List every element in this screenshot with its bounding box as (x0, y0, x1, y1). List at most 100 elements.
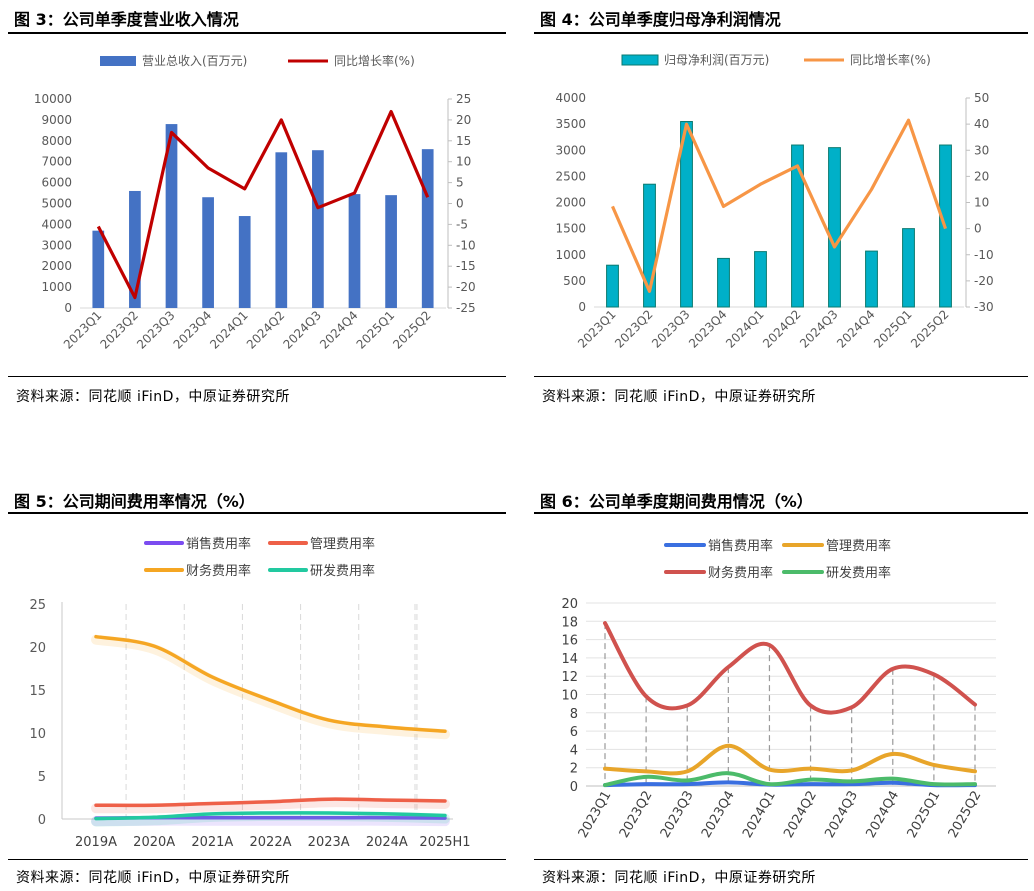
chart1-ytick-left-0: 0 (64, 301, 72, 315)
chart2-bar-2023Q4 (717, 257, 730, 308)
chart2-xtick-2024Q4: 2024Q4 (834, 307, 878, 351)
chart3-ytick-5: 25 (29, 598, 46, 613)
chart2-xtick-2023Q3: 2023Q3 (649, 307, 693, 351)
chart1-xtick-2024Q1: 2024Q1 (207, 308, 251, 352)
chart3-source: 资料来源：同花顺 iFinD，中原证券研究所 (16, 870, 290, 886)
chart4-ytick-7: 14 (561, 652, 578, 667)
chart2-ytick-left-7: 3500 (555, 117, 586, 131)
chart2-ytick-right-2: -10 (974, 248, 994, 262)
chart2-source: 资料来源：同花顺 iFinD，中原证券研究所 (542, 389, 816, 405)
chart2-bar-2024Q1 (754, 251, 767, 308)
chart1-xtick-2024Q2: 2024Q2 (244, 308, 288, 352)
chart1-ytick-left-1: 1000 (41, 280, 72, 294)
chart1-bar-2023Q2 (129, 190, 141, 308)
chart4-ytick-1: 2 (570, 762, 578, 777)
chart1-top-rule (8, 32, 506, 34)
chart1-xtick-2023Q3: 2023Q3 (134, 308, 178, 352)
chart1-bar-2024Q2 (275, 152, 288, 308)
chart1-ytick-right-3: -10 (456, 238, 476, 252)
chart1-ytick-left-8: 8000 (41, 134, 72, 148)
chart1-xtick-2023Q4: 2023Q4 (171, 308, 215, 352)
chart3-ytick-0: 0 (38, 813, 46, 828)
chart2-bar-2024Q2 (791, 144, 804, 308)
chart4-xtick-2024Q1: 2024Q1 (740, 789, 779, 841)
chart4-xtick-2023Q3: 2023Q3 (658, 789, 697, 841)
chart3-legend-label-2: 财务费用率 (186, 563, 251, 579)
chart2: 归母净利润(百万元) 同比增长率(%)0500100015002000250030… (555, 52, 994, 351)
chart4-legend-label-2: 财务费用率 (708, 565, 773, 581)
chart3-xtick-2023A: 2023A (308, 835, 350, 850)
chart2-ytick-right-5: 20 (974, 169, 989, 183)
chart1: 营业总收入(百万元) 同比增长率(%) 0 1000 2000 3000 4000 5000 6… (34, 53, 476, 352)
chart3-series-glow-1 (91, 797, 450, 814)
chart2-growth-line (611, 118, 948, 293)
chart1-xtick-2024Q3: 2024Q3 (280, 308, 324, 352)
chart4-ytick-9: 18 (561, 615, 578, 630)
chart2-ytick-left-5: 2500 (555, 169, 586, 183)
chart1-ytick-left-2: 2000 (41, 259, 72, 273)
chart4-bottom-rule (534, 859, 1028, 860)
chart3-ytick-3: 15 (29, 684, 46, 699)
chart4-ytick-10: 20 (561, 597, 578, 612)
chart2-title: 图 4：公司单季度归母净利润情况 (540, 10, 781, 29)
chart2-ytick-right-1: -20 (974, 274, 994, 288)
chart1-ytick-right-6: 5 (456, 176, 464, 190)
chart2-ytick-left-2: 1000 (555, 248, 586, 262)
chart2-legend-bar-label: 归母净利润(百万元) (664, 53, 769, 67)
chart2-xtick-2024Q3: 2024Q3 (797, 307, 841, 351)
chart4-ytick-0: 0 (570, 780, 578, 795)
chart4-series-line-0 (603, 780, 977, 788)
chart1-ytick-right-1: -20 (456, 280, 476, 294)
chart4-xtick-2024Q2: 2024Q2 (781, 789, 820, 841)
chart4-xtick-2024Q3: 2024Q3 (822, 789, 861, 841)
chart1-ytick-right-0: -25 (456, 301, 476, 315)
chart3-ytick-4: 20 (29, 641, 46, 656)
chart1-xtick-2023Q2: 2023Q2 (97, 308, 141, 352)
chart4-legend-label-0: 销售费用率 (708, 538, 773, 554)
chart1-ytick-left-7: 7000 (41, 155, 72, 169)
chart3-top-rule (8, 512, 506, 514)
chart2-xtick-2023Q4: 2023Q4 (686, 307, 730, 351)
chart1-ytick-right-9: 20 (456, 113, 471, 127)
chart2-ytick-right-8: 50 (974, 91, 989, 105)
chart4-xtick-2025Q1: 2025Q1 (905, 789, 944, 841)
chart2-xtick-2024Q2: 2024Q2 (760, 307, 804, 351)
chart4-ytick-5: 10 (561, 689, 578, 704)
chart4-xtick-2024Q4: 2024Q4 (863, 789, 902, 841)
chart4-xtick-2023Q2: 2023Q2 (617, 789, 656, 841)
chart3-title: 图 5：公司期间费用率情况（%） (14, 492, 255, 511)
chart2-ytick-right-6: 30 (974, 143, 989, 157)
chart4-ytick-6: 12 (561, 670, 578, 685)
chart1-growth-line (96, 109, 430, 300)
chart3-ytick-2: 10 (29, 727, 46, 742)
chart2-bar-2023Q3 (680, 121, 693, 308)
chart1-xtick-2025Q2: 2025Q2 (390, 308, 434, 352)
chart2-xtick-2025Q2: 2025Q2 (908, 307, 952, 351)
chart4-title: 图 6：公司单季度期间费用情况（%） (540, 492, 813, 511)
chart1-ytick-left-10: 10000 (34, 92, 72, 106)
chart2-ytick-right-7: 40 (974, 117, 989, 131)
chart3-xtick-2022A: 2022A (250, 835, 292, 850)
chart1-bar-2025Q2 (421, 149, 434, 308)
chart1-ytick-left-4: 4000 (41, 217, 72, 231)
chart2-ytick-right-4: 10 (974, 196, 989, 210)
chart3-ytick-1: 5 (38, 770, 46, 785)
chart1-legend-bar-label: 营业总收入(百万元) (142, 54, 247, 68)
chart4-xtick-2025Q2: 2025Q2 (946, 789, 985, 841)
chart4-xtick-2023Q4: 2023Q4 (699, 789, 738, 841)
chart1-ytick-left-9: 9000 (41, 113, 72, 127)
chart1-legend-line-label: 同比增长率(%) (334, 53, 415, 68)
chart2-xtick-2024Q1: 2024Q1 (723, 307, 767, 351)
chart2-top-rule (534, 32, 1028, 34)
chart2-bar-2024Q3 (828, 147, 841, 308)
chart4-legend-label-1: 管理费用率 (826, 538, 891, 554)
chart2-ytick-right-0: -30 (974, 300, 994, 314)
chart3-bottom-rule (8, 859, 506, 860)
chart2-xtick-2023Q2: 2023Q2 (612, 307, 656, 351)
chart1-xtick-2024Q4: 2024Q4 (317, 308, 361, 352)
chart1-ytick-right-5: 0 (456, 197, 464, 211)
chart4-ytick-2: 4 (570, 743, 578, 758)
chart3-legend-label-3: 研发费用率 (310, 563, 375, 579)
